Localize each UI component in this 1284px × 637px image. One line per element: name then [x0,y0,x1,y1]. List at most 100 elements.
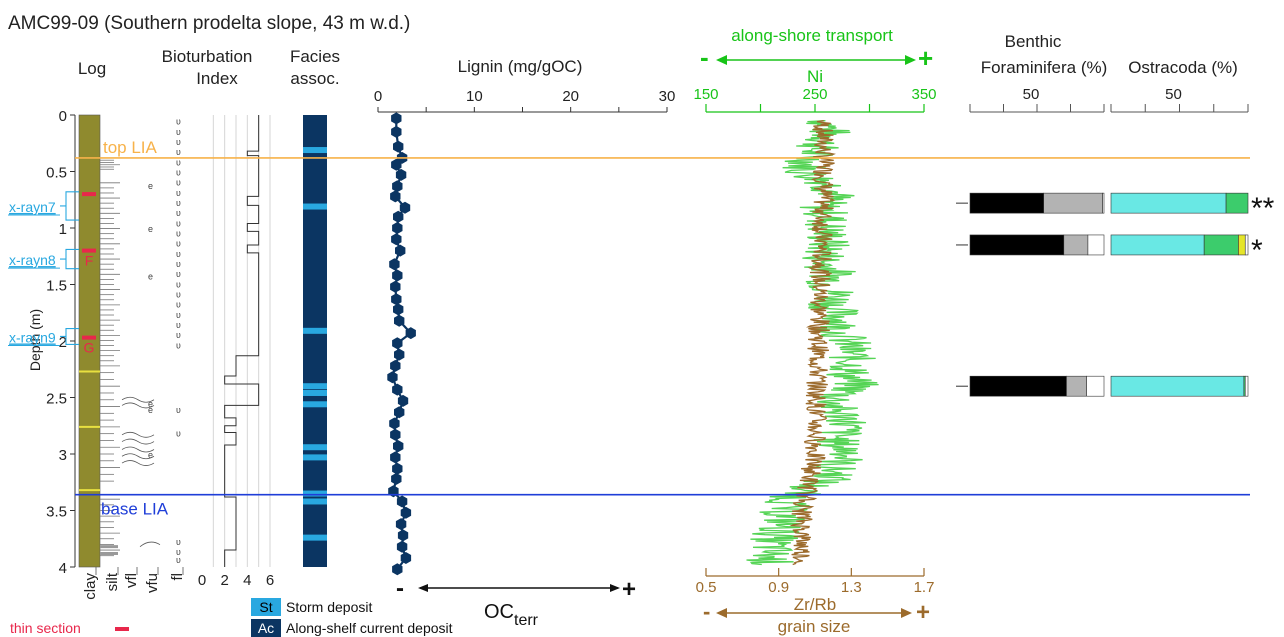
fossil-symbol: e [148,405,153,415]
benthic-bar-segment [1066,375,1087,397]
lignin-point [394,348,405,361]
ni-series [746,120,879,566]
ripple-symbol [121,438,155,445]
burrow-symbol: ʋ [176,229,181,239]
lignin-point [396,495,408,508]
lignin-point [392,462,403,475]
benthic-title-line1: Benthic [1005,32,1062,51]
lia-top-label: top LIA [103,138,158,157]
lignin-point [390,428,401,441]
ni-tick-label: 250 [802,86,827,103]
thin-section-mark [82,248,96,253]
zr-rb-label: Zr/Rb [794,595,837,614]
lignin-point [392,222,403,234]
bioturbation-tick-label: 0 [198,572,206,589]
lignin-point [394,406,405,419]
burrow-symbol: ʋ [176,537,181,547]
lignin-point [392,180,403,193]
ostracoda-bars: *** [1110,192,1275,397]
burrow-symbol: ʋ [176,157,181,167]
lignin-arrow-right-head [610,584,620,592]
octerr-label: OCterr [484,601,539,629]
ostracoda-bar-segment [1225,192,1249,214]
grain-size-arrow: - + [703,599,930,626]
fossil-symbol: e [148,399,153,409]
bioturbation-grid [212,115,271,567]
zr-rb-tick-label: 0.9 [768,579,789,596]
storm-band [303,490,327,497]
ni-label: Ni [807,67,823,86]
lignin-point [399,201,411,214]
burrow-symbol: ʋ [176,555,181,565]
thin-section-mark [82,335,96,340]
fossil-symbol: e [148,271,153,281]
burrow-symbol: ʋ [176,147,181,157]
benthic-bar-segment [1087,234,1105,256]
burrow-symbol: ʋ [176,547,181,557]
grain-size-arrow-left-head [716,608,727,618]
lignin-point [391,233,402,246]
lignin-points [387,112,416,576]
grain-label: silt [104,572,121,591]
facies-legend-storm-swatch [251,598,281,616]
depth-tick-label: 1 [59,221,67,238]
grain-label: fl [169,573,186,581]
lignin-title: Lignin (mg/gOC) [458,57,583,76]
benthic-bar-segment [1063,234,1089,256]
burrow-symbol: ʋ [176,249,181,259]
depth-tick-label: 2 [59,334,67,351]
burrow-symbol: ʋ [176,330,181,340]
ostracoda-bar-segment [1244,234,1249,256]
zr-rb-series [789,120,836,566]
depth-tick-label: 3 [59,447,67,464]
bioturbation-tick-label: 6 [266,572,274,589]
grain-label: vfl [123,573,140,588]
burrow-symbol: ʋ [176,117,181,127]
storm-band [303,401,327,408]
lignin-point [396,540,408,553]
burrow-symbol: ʋ [176,127,181,137]
lignin-point [390,190,401,203]
benthic-bars [956,192,1105,397]
ripple-symbol [121,402,155,409]
lignin-point [395,518,407,531]
lignin-point [397,529,409,542]
fossil-symbol: e [148,181,153,191]
depth-tick-label: 4 [59,560,67,577]
ripple-symbol [121,460,155,466]
thin-section-label: G [84,340,95,356]
benthic-bar-segment [1043,192,1103,214]
depth-tick-label: 1.5 [46,278,67,295]
facies-title-line2: assoc. [290,69,339,88]
lignin-plus: + [622,576,636,603]
facies-legend-along-code: Ac [258,620,274,636]
lignin-point [395,244,406,257]
ostracoda-bar-segment [1244,375,1249,397]
benthic-bar-segment [969,375,1067,397]
bioturbation-tick-label: 2 [220,572,228,589]
ostracoda-bar-segment [1203,234,1239,256]
ostracoda-bar-segment [1110,192,1227,214]
ostracoda-title: Ostracoda (%) [1128,58,1238,77]
log-grain-scale: clay silt vfl vfu fl [82,567,186,600]
zr-rb-tick-label: 0.5 [696,579,717,596]
storm-band [303,383,327,390]
grain-size-label: grain size [778,617,851,636]
facies-title-line1: Facies [290,47,340,66]
lignin-point [389,258,400,271]
burrow-symbol: ʋ [176,168,181,178]
burrow-symbol: ʋ [176,310,181,320]
lignin-point [395,168,407,181]
thin-section-markers: FG [82,192,96,356]
ripple-symbol [121,431,155,438]
depth-tick-label: 3.5 [46,504,67,521]
lignin-point [392,383,403,396]
storm-band [303,454,327,461]
xray-label: x-rayn9 [9,329,56,345]
xray-bracket [60,328,79,345]
ripple-symbol [139,541,161,547]
ripple-symbol [121,453,155,460]
along-shore-arrow-left-head [716,55,727,65]
